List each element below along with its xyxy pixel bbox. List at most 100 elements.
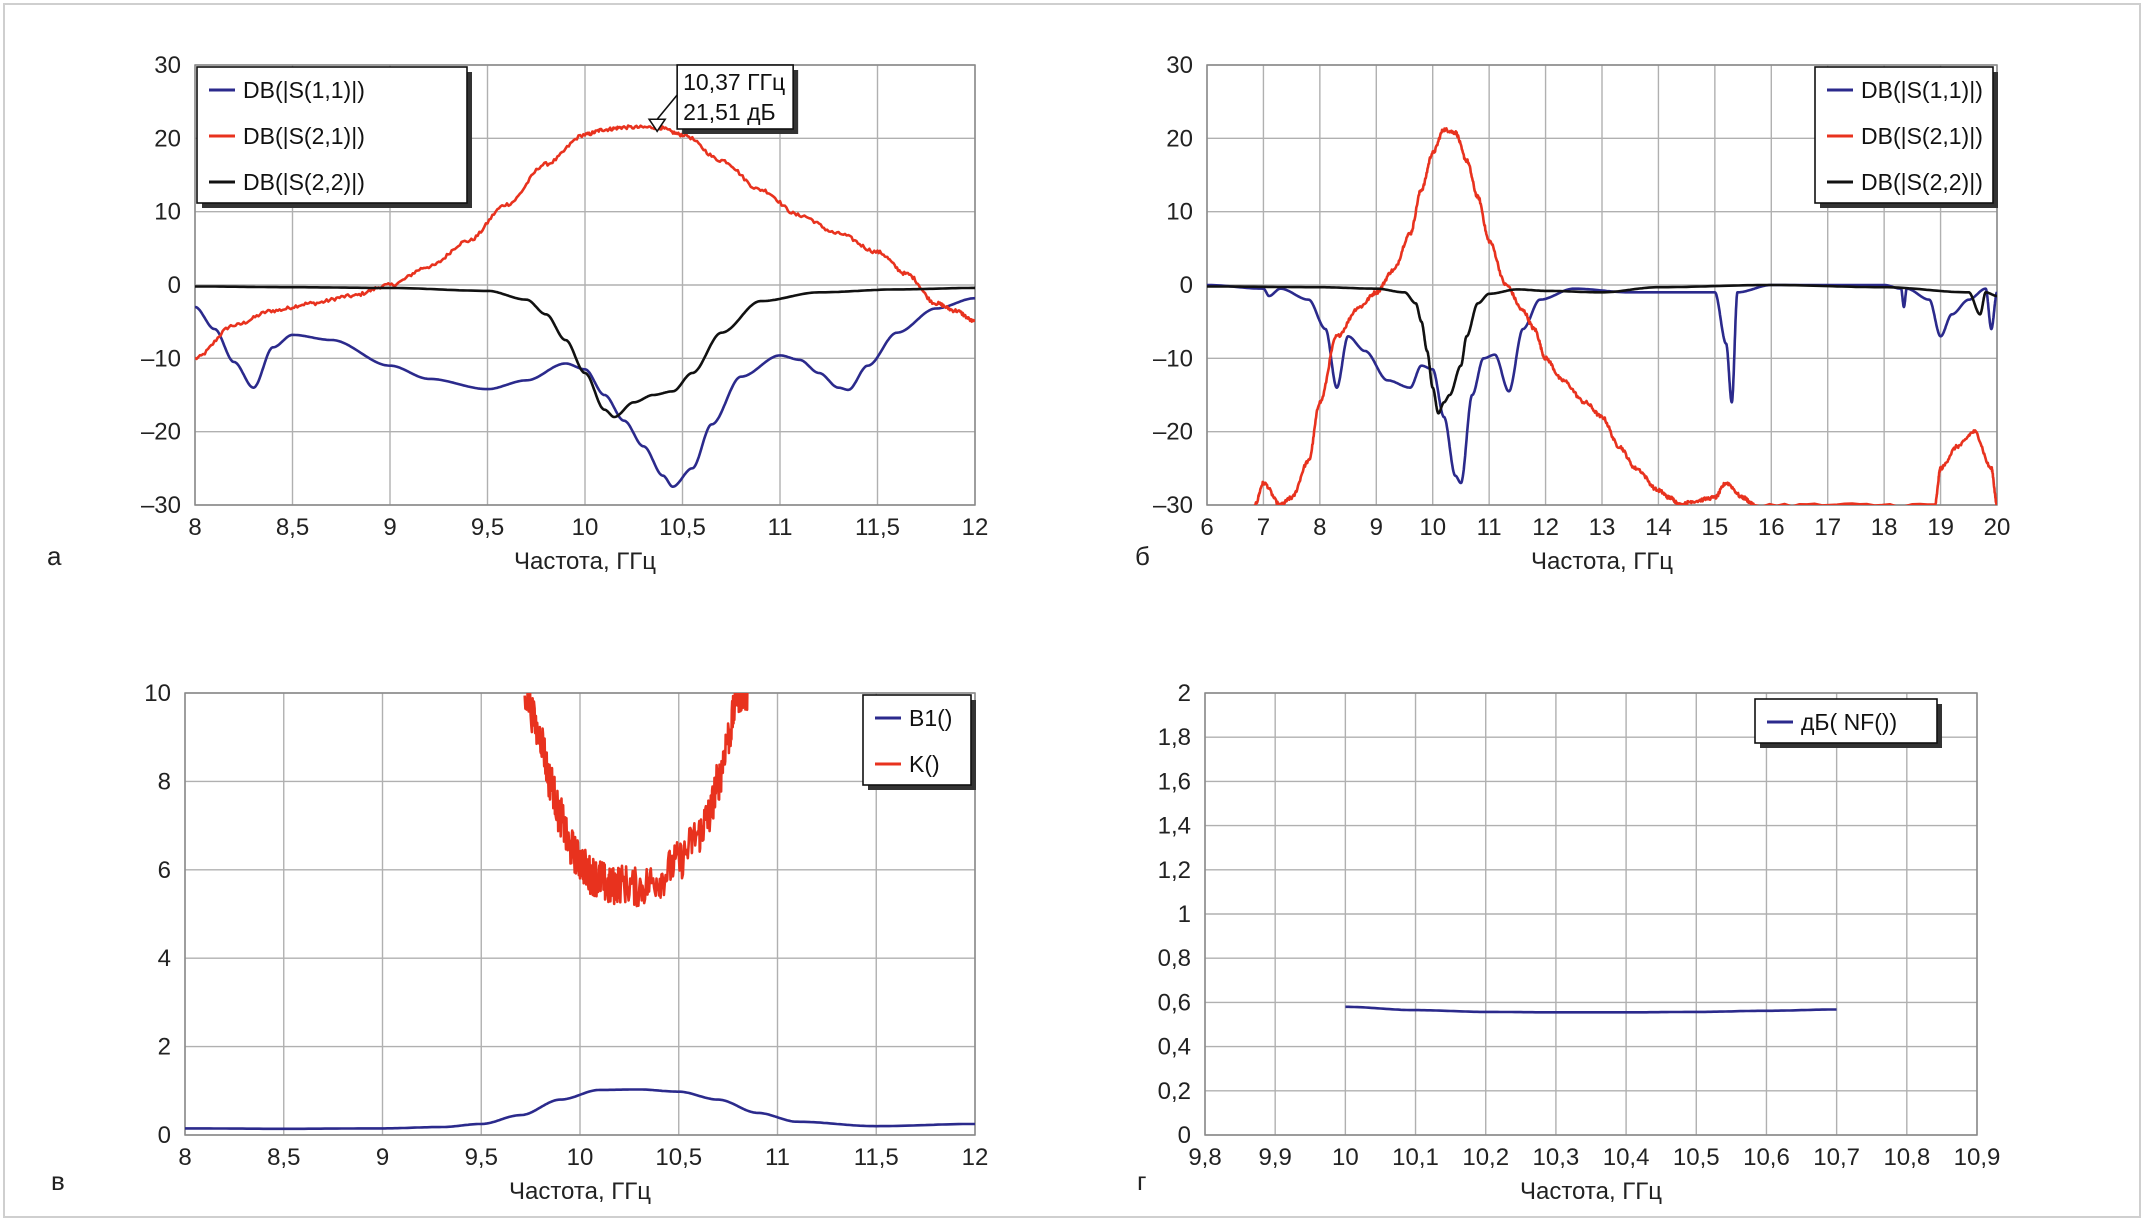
x-tick-label: 17 (1814, 514, 1841, 541)
x-axis-label: Частота, ГГц (1520, 1178, 1662, 1205)
y-tick-label: 0 (1178, 1122, 1191, 1149)
series-line-2 (195, 124, 975, 361)
legend-entry: K() (909, 751, 940, 777)
chart-v: 8 8,5 9 9,5 10 10,5 11 11,5 12 0 2 4 6 8 10 Частота, ГГ… (51, 680, 989, 1205)
y-tick-label: 30 (1166, 52, 1193, 79)
legend-entry: DB(|S(1,1)|) (1861, 77, 1983, 103)
figure-canvas: 8 8,5 9 9,5 10 10,5 11 11,5 12–30–20–100102030Ча… (47, 52, 2010, 1205)
legend-entry: DB(|S(2,2)|) (1861, 169, 1983, 195)
y-tick-label: 2 (1178, 680, 1191, 707)
x-tick-label: 9,5 (471, 514, 504, 541)
series-line-3 (1207, 283, 1997, 415)
x-tick-label: 11,5 (855, 514, 900, 541)
panel-letter: б (1135, 541, 1150, 571)
x-tick-label: 18 (1871, 514, 1898, 541)
x-tick-label: 12 (962, 1144, 989, 1171)
chart-g: 9,8 9,9 10 10,1 10,2 10,3 10,4 10,5 10,6 10,7 10,8… (1137, 680, 2000, 1205)
y-tick-label: 0,8 (1158, 945, 1191, 972)
x-tick-label: 10,4 (1603, 1144, 1650, 1171)
y-tick-label: –20 (141, 419, 181, 446)
x-tick-label: 6 (1200, 514, 1213, 541)
x-axis-label: Частота, ГГц (514, 548, 656, 575)
legend-entry: B1() (909, 705, 952, 731)
x-tick-label: 9,5 (465, 1144, 498, 1171)
x-tick-label: 11 (765, 1144, 790, 1171)
y-tick-label: 1,4 (1158, 813, 1191, 840)
x-tick-label: 8 (188, 514, 201, 541)
chart-b: 6 7 8 9 10 11 12 13 14 15 16 17 18 19 20 –30 –20 –10 0 10 20… (1135, 52, 2010, 575)
series-line-1 (195, 296, 975, 488)
y-tick-label: 30 (154, 52, 181, 79)
y-tick-label: 20 (1166, 125, 1193, 152)
x-tick-label: 10,9 (1954, 1144, 2001, 1171)
x-tick-label: 10,1 (1392, 1144, 1439, 1171)
y-tick-label: 1,6 (1158, 768, 1191, 795)
legend-entry: DB(|S(2,2)|) (243, 169, 365, 195)
y-tick-label: 10 (154, 199, 181, 226)
y-tick-label: 1,2 (1158, 857, 1191, 884)
series-line-1 (1345, 1005, 1837, 1014)
plot-border (1204, 692, 1978, 1136)
x-tick-label: 9,8 (1188, 1144, 1221, 1171)
x-tick-label: 10,5 (659, 514, 706, 541)
legend: DB(|S(1,1)|) DB(|S(2,1)|) DB(|S(2,2)|) (1814, 66, 1998, 208)
y-tick-label: 10 (144, 680, 171, 707)
y-tick-label: 0 (168, 272, 181, 299)
x-tick-label: 10,8 (1883, 1144, 1930, 1171)
x-tick-label: 10 (1419, 514, 1446, 541)
chart-a: 8 8,5 9 9,5 10 10,5 11 11,5 12 –30 –20 –10 0 10 20 30 Ча… (47, 52, 988, 575)
x-tick-label: 8,5 (276, 514, 309, 541)
y-tick-label: 0,2 (1158, 1078, 1191, 1105)
x-tick-label: 10,6 (1743, 1144, 1790, 1171)
panel-letter: а (47, 541, 62, 571)
y-tick-label: 8 (158, 768, 171, 795)
x-tick-label: 10 (572, 514, 599, 541)
x-tick-label: 9 (383, 514, 396, 541)
marker-box (676, 64, 794, 130)
x-tick-label: 11 (1477, 514, 1502, 541)
x-tick-label: 9,9 (1258, 1144, 1291, 1171)
marker-leader (656, 94, 678, 120)
x-tick-label: 10,2 (1462, 1144, 1509, 1171)
legend-entry: DB(|S(1,1)|) (243, 77, 365, 103)
x-tick-label: 15 (1702, 514, 1729, 541)
x-tick-label: 9 (376, 1144, 389, 1171)
x-tick-label: 10 (1332, 1144, 1359, 1171)
y-tick-label: 20 (154, 125, 181, 152)
legend: B1() K() (862, 694, 976, 790)
y-tick-label: 2 (158, 1034, 171, 1061)
x-tick-label: 7 (1257, 514, 1270, 541)
x-axis-label: Частота, ГГц (1531, 548, 1673, 575)
y-tick-label: 1,8 (1158, 724, 1191, 751)
x-tick-label: 10,5 (655, 1144, 702, 1171)
x-tick-label: 8 (178, 1144, 191, 1171)
x-tick-label: 12 (962, 514, 989, 541)
x-tick-label: 19 (1927, 514, 1954, 541)
legend-entry: DB(|S(2,1)|) (243, 123, 365, 149)
figure-frame: 8 8,5 9 9,5 10 10,5 11 11,5 12 –30 –20 –10 0 10 20 30 Ча… (3, 3, 2141, 1218)
series-line-2 (523, 693, 749, 908)
y-tick-label: –10 (141, 345, 181, 372)
x-tick-label: 9 (1370, 514, 1383, 541)
x-axis-label: Частота, ГГц (509, 1178, 651, 1205)
x-tick-label: 10 (567, 1144, 594, 1171)
x-tick-label: 11 (768, 514, 793, 541)
panel-letter: г (1137, 1166, 1146, 1196)
legend: DB(|S(1,1)|) DB(|S(2,1)|) DB(|S(2,2)|) (196, 66, 472, 208)
x-tick-label: 14 (1645, 514, 1672, 541)
y-tick-label: 1 (1178, 901, 1191, 928)
legend-entry: дБ( NF()) (1801, 709, 1897, 735)
x-tick-label: 12 (1532, 514, 1559, 541)
plot-border (194, 64, 976, 506)
plot-border (184, 692, 976, 1136)
series-line-1 (1207, 283, 1997, 485)
legend-entry: DB(|S(2,1)|) (1861, 123, 1983, 149)
x-tick-label: 10,7 (1813, 1144, 1860, 1171)
y-tick-label: 0,6 (1158, 989, 1191, 1016)
y-tick-label: 10 (1166, 199, 1193, 226)
x-tick-label: 20 (1984, 514, 2011, 541)
x-tick-label: 8 (1313, 514, 1326, 541)
x-tick-label: 10,5 (1673, 1144, 1720, 1171)
x-tick-label: 13 (1589, 514, 1616, 541)
y-tick-label: 6 (158, 857, 171, 884)
